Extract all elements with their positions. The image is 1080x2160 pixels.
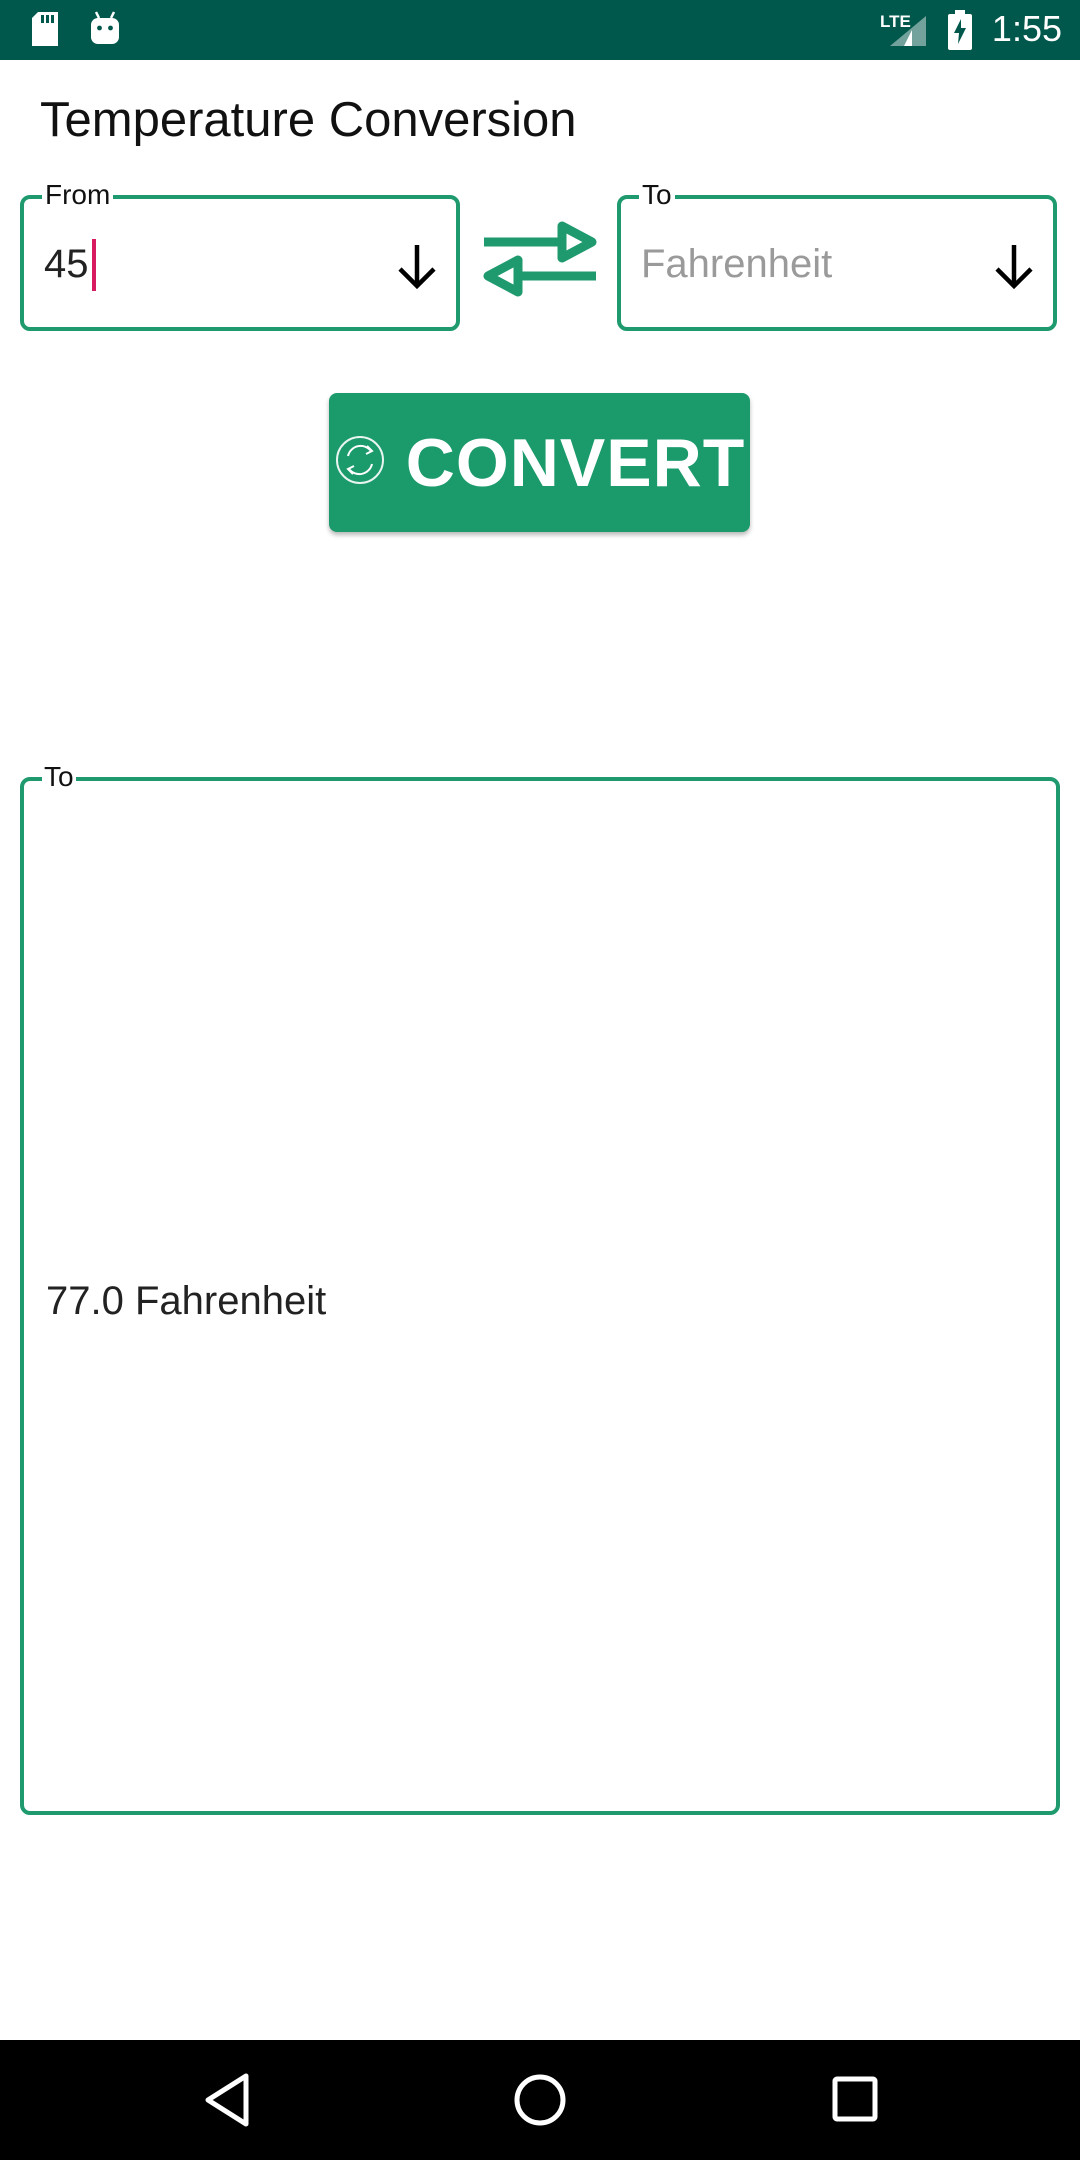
to-field[interactable]: To Fahrenheit: [617, 177, 1057, 331]
swap-arrows-icon[interactable]: [478, 212, 602, 313]
arrow-down-icon[interactable]: [989, 241, 1039, 298]
home-icon[interactable]: [510, 2070, 570, 2135]
android-icon: [88, 10, 122, 53]
result-label: To: [42, 759, 76, 795]
navigation-bar: [0, 2040, 1080, 2160]
convert-button-label: CONVERT: [405, 424, 746, 501]
refresh-icon: [334, 434, 386, 491]
recents-icon[interactable]: [826, 2070, 886, 2135]
from-field-label: From: [42, 177, 114, 213]
result-box: To 77.0 Fahrenheit: [20, 759, 1060, 1815]
from-field[interactable]: From 45: [20, 177, 460, 331]
text-cursor: [92, 239, 96, 291]
network-type-label: LTE: [880, 12, 911, 31]
status-time: 1:55: [991, 8, 1062, 49]
to-unit-select[interactable]: Fahrenheit: [641, 242, 833, 286]
battery-charging-icon: [948, 10, 972, 55]
to-field-label: To: [639, 177, 675, 213]
signal-icon: [888, 14, 928, 53]
from-value-input[interactable]: 45: [44, 242, 89, 286]
convert-button[interactable]: CONVERT: [329, 393, 750, 532]
result-text: 77.0 Fahrenheit: [46, 1279, 327, 1323]
sd-card-icon: [30, 10, 60, 53]
page-title: Temperature Conversion: [40, 93, 577, 147]
arrow-down-icon[interactable]: [392, 241, 442, 298]
back-icon[interactable]: [200, 2070, 254, 2135]
status-bar: LTE 1:55: [0, 0, 1080, 60]
